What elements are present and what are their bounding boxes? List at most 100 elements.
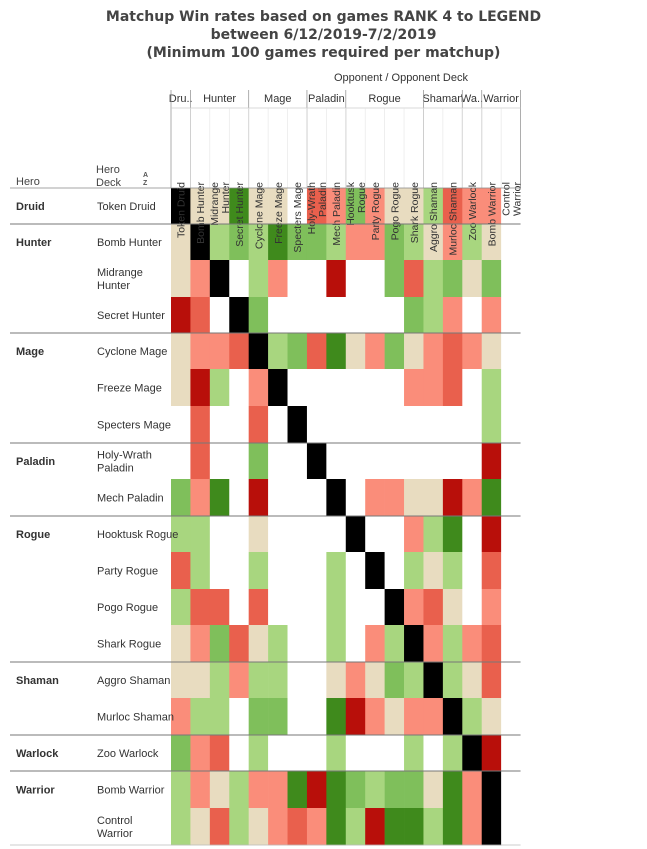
heatmap-cell-mech-paladin-vs-aggro-shaman[interactable]	[423, 479, 444, 517]
heatmap-cell-hooktusk-rogue-vs-midrange-hunter[interactable]	[209, 516, 230, 553]
heatmap-cell-pogo-rogue-vs-bomb-warrior[interactable]	[481, 589, 502, 626]
heatmap-cell-cyclone-mage-vs-murloc-shaman[interactable]	[442, 333, 463, 370]
heatmap-cell-murloc-shaman-vs-pogo-rogue[interactable]	[384, 698, 405, 736]
heatmap-cell-bomb-hunter-vs-mech-paladin[interactable]	[326, 224, 347, 261]
heatmap-cell-specters-mage-vs-aggro-shaman[interactable]	[423, 406, 444, 444]
heatmap-cell-holy-wrath-paladin-vs-holy-wrath-paladin[interactable]	[306, 443, 327, 480]
heatmap-cell-midrange-hunter-vs-shark-rogue[interactable]	[404, 260, 424, 298]
heatmap-cell-bomb-hunter-vs-shark-rogue[interactable]	[404, 224, 424, 261]
heatmap-cell-zoo-warlock-vs-shark-rogue[interactable]	[404, 735, 424, 772]
heatmap-cell-control-warrior-vs-token-druid[interactable]	[171, 808, 191, 846]
heatmap-cell-shark-rogue-vs-midrange-hunter[interactable]	[209, 625, 230, 663]
heatmap-cell-token-druid-vs-zoo-warlock[interactable]	[462, 188, 483, 225]
heatmap-cell-freeze-mage-vs-bomb-hunter[interactable]	[190, 369, 211, 407]
heatmap-cell-bomb-warrior-vs-zoo-warlock[interactable]	[462, 771, 483, 809]
heatmap-cell-cyclone-mage-vs-freeze-mage[interactable]	[268, 333, 288, 370]
heatmap-cell-mech-paladin-vs-token-druid[interactable]	[171, 479, 191, 517]
heatmap-cell-freeze-mage-vs-freeze-mage[interactable]	[268, 369, 288, 407]
heatmap-cell-control-warrior-vs-secret-hunter[interactable]	[229, 808, 249, 846]
heatmap-cell-token-druid-vs-aggro-shaman[interactable]	[423, 188, 444, 225]
heatmap-cell-holy-wrath-paladin-vs-control-warrior[interactable]	[501, 443, 521, 480]
heatmap-cell-murloc-shaman-vs-aggro-shaman[interactable]	[423, 698, 444, 736]
heatmap-cell-murloc-shaman-vs-secret-hunter[interactable]	[229, 698, 249, 736]
heatmap-cell-secret-hunter-vs-token-druid[interactable]	[171, 297, 191, 334]
heatmap-cell-bomb-hunter-vs-secret-hunter[interactable]	[229, 224, 249, 261]
heatmap-cell-cyclone-mage-vs-holy-wrath-paladin[interactable]	[306, 333, 327, 370]
heatmap-cell-specters-mage-vs-party-rogue[interactable]	[365, 406, 385, 444]
heatmap-cell-token-druid-vs-secret-hunter[interactable]	[229, 188, 249, 225]
heatmap-cell-shark-rogue-vs-bomb-hunter[interactable]	[190, 625, 211, 663]
heatmap-cell-pogo-rogue-vs-holy-wrath-paladin[interactable]	[306, 589, 327, 626]
heatmap-cell-pogo-rogue-vs-bomb-hunter[interactable]	[190, 589, 211, 626]
heatmap-cell-hooktusk-rogue-vs-bomb-warrior[interactable]	[481, 516, 502, 553]
heatmap-cell-midrange-hunter-vs-murloc-shaman[interactable]	[442, 260, 463, 298]
heatmap-cell-zoo-warlock-vs-party-rogue[interactable]	[365, 735, 385, 772]
heatmap-cell-shark-rogue-vs-cyclone-mage[interactable]	[248, 625, 269, 663]
heatmap-cell-bomb-hunter-vs-specters-mage[interactable]	[287, 224, 308, 261]
heatmap-cell-token-druid-vs-holy-wrath-paladin[interactable]	[306, 188, 327, 225]
heatmap-cell-mech-paladin-vs-freeze-mage[interactable]	[268, 479, 288, 517]
heatmap-cell-token-druid-vs-cyclone-mage[interactable]	[248, 188, 269, 225]
heatmap-cell-cyclone-mage-vs-hooktusk-rogue[interactable]	[345, 333, 366, 370]
heatmap-cell-shark-rogue-vs-party-rogue[interactable]	[365, 625, 385, 663]
heatmap-cell-party-rogue-vs-secret-hunter[interactable]	[229, 552, 249, 590]
heatmap-cell-control-warrior-vs-hooktusk-rogue[interactable]	[345, 808, 366, 846]
heatmap-cell-hooktusk-rogue-vs-holy-wrath-paladin[interactable]	[306, 516, 327, 553]
heatmap-cell-midrange-hunter-vs-freeze-mage[interactable]	[268, 260, 288, 298]
heatmap-cell-midrange-hunter-vs-cyclone-mage[interactable]	[248, 260, 269, 298]
heatmap-cell-murloc-shaman-vs-holy-wrath-paladin[interactable]	[306, 698, 327, 736]
heatmap-cell-party-rogue-vs-bomb-warrior[interactable]	[481, 552, 502, 590]
heatmap-cell-midrange-hunter-vs-party-rogue[interactable]	[365, 260, 385, 298]
heatmap-cell-midrange-hunter-vs-holy-wrath-paladin[interactable]	[306, 260, 327, 298]
heatmap-cell-shark-rogue-vs-murloc-shaman[interactable]	[442, 625, 463, 663]
heatmap-cell-midrange-hunter-vs-control-warrior[interactable]	[501, 260, 521, 298]
heatmap-cell-midrange-hunter-vs-token-druid[interactable]	[171, 260, 191, 298]
heatmap-cell-hooktusk-rogue-vs-shark-rogue[interactable]	[404, 516, 424, 553]
heatmap-cell-aggro-shaman-vs-control-warrior[interactable]	[501, 662, 521, 699]
heatmap-cell-shark-rogue-vs-specters-mage[interactable]	[287, 625, 308, 663]
heatmap-cell-zoo-warlock-vs-cyclone-mage[interactable]	[248, 735, 269, 772]
heatmap-cell-token-druid-vs-token-druid[interactable]	[171, 188, 191, 225]
heatmap-cell-aggro-shaman-vs-midrange-hunter[interactable]	[209, 662, 230, 699]
heatmap-cell-bomb-warrior-vs-holy-wrath-paladin[interactable]	[306, 771, 327, 809]
heatmap-cell-aggro-shaman-vs-mech-paladin[interactable]	[326, 662, 347, 699]
heatmap-cell-midrange-hunter-vs-secret-hunter[interactable]	[229, 260, 249, 298]
heatmap-cell-bomb-warrior-vs-party-rogue[interactable]	[365, 771, 385, 809]
heatmap-cell-bomb-hunter-vs-freeze-mage[interactable]	[268, 224, 288, 261]
heatmap-cell-hooktusk-rogue-vs-secret-hunter[interactable]	[229, 516, 249, 553]
heatmap-cell-midrange-hunter-vs-specters-mage[interactable]	[287, 260, 308, 298]
heatmap-cell-midrange-hunter-vs-mech-paladin[interactable]	[326, 260, 347, 298]
heatmap-cell-zoo-warlock-vs-aggro-shaman[interactable]	[423, 735, 444, 772]
heatmap-cell-hooktusk-rogue-vs-murloc-shaman[interactable]	[442, 516, 463, 553]
heatmap-cell-party-rogue-vs-cyclone-mage[interactable]	[248, 552, 269, 590]
heatmap-cell-bomb-warrior-vs-freeze-mage[interactable]	[268, 771, 288, 809]
heatmap-cell-specters-mage-vs-specters-mage[interactable]	[287, 406, 308, 444]
heatmap-cell-control-warrior-vs-freeze-mage[interactable]	[268, 808, 288, 846]
heatmap-cell-secret-hunter-vs-pogo-rogue[interactable]	[384, 297, 405, 334]
heatmap-cell-control-warrior-vs-pogo-rogue[interactable]	[384, 808, 405, 846]
heatmap-cell-token-druid-vs-murloc-shaman[interactable]	[442, 188, 463, 225]
heatmap-cell-party-rogue-vs-bomb-hunter[interactable]	[190, 552, 211, 590]
heatmap-cell-specters-mage-vs-control-warrior[interactable]	[501, 406, 521, 444]
heatmap-cell-freeze-mage-vs-specters-mage[interactable]	[287, 369, 308, 407]
heatmap-cell-secret-hunter-vs-murloc-shaman[interactable]	[442, 297, 463, 334]
heatmap-cell-secret-hunter-vs-hooktusk-rogue[interactable]	[345, 297, 366, 334]
heatmap-cell-holy-wrath-paladin-vs-freeze-mage[interactable]	[268, 443, 288, 480]
heatmap-cell-cyclone-mage-vs-token-druid[interactable]	[171, 333, 191, 370]
heatmap-cell-aggro-shaman-vs-holy-wrath-paladin[interactable]	[306, 662, 327, 699]
heatmap-cell-party-rogue-vs-control-warrior[interactable]	[501, 552, 521, 590]
heatmap-cell-secret-hunter-vs-cyclone-mage[interactable]	[248, 297, 269, 334]
heatmap-cell-token-druid-vs-bomb-warrior[interactable]	[481, 188, 502, 225]
heatmap-cell-mech-paladin-vs-bomb-warrior[interactable]	[481, 479, 502, 517]
heatmap-cell-aggro-shaman-vs-freeze-mage[interactable]	[268, 662, 288, 699]
heatmap-cell-specters-mage-vs-murloc-shaman[interactable]	[442, 406, 463, 444]
heatmap-cell-zoo-warlock-vs-holy-wrath-paladin[interactable]	[306, 735, 327, 772]
heatmap-cell-shark-rogue-vs-freeze-mage[interactable]	[268, 625, 288, 663]
heatmap-cell-mech-paladin-vs-shark-rogue[interactable]	[404, 479, 424, 517]
heatmap-cell-party-rogue-vs-token-druid[interactable]	[171, 552, 191, 590]
heatmap-cell-control-warrior-vs-murloc-shaman[interactable]	[442, 808, 463, 846]
heatmap-cell-control-warrior-vs-shark-rogue[interactable]	[404, 808, 424, 846]
heatmap-cell-murloc-shaman-vs-control-warrior[interactable]	[501, 698, 521, 736]
heatmap-cell-bomb-warrior-vs-hooktusk-rogue[interactable]	[345, 771, 366, 809]
heatmap-cell-murloc-shaman-vs-cyclone-mage[interactable]	[248, 698, 269, 736]
